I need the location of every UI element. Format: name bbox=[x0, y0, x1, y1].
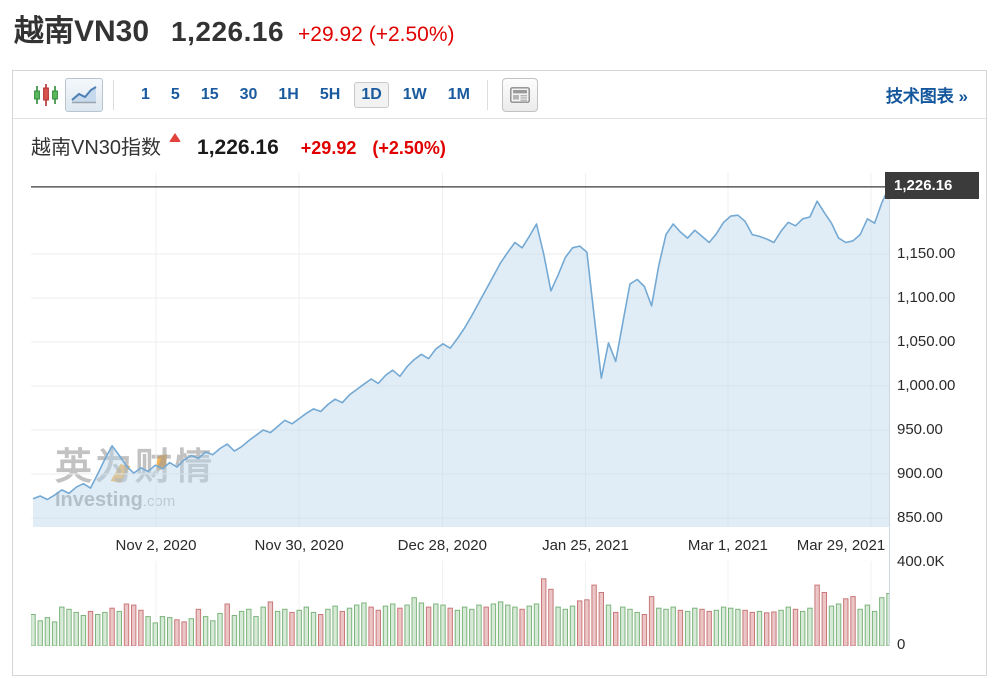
price-chart-svg[interactable] bbox=[31, 173, 889, 527]
news-view-button[interactable] bbox=[502, 78, 538, 112]
chart-change: +29.92 bbox=[301, 138, 357, 159]
y-axis-label: 900.00 bbox=[897, 465, 943, 483]
interval-button-5[interactable]: 5 bbox=[164, 82, 187, 108]
newspaper-icon bbox=[510, 87, 530, 103]
candlestick-chart-button[interactable] bbox=[27, 78, 65, 112]
last-price-tag: 1,226.16 bbox=[885, 172, 979, 199]
x-axis-label: Jan 25, 2021 bbox=[542, 537, 629, 554]
chart-panel: 1 5 15 30 1H 5H 1D 1W 1M bbox=[12, 70, 987, 676]
line-chart-button[interactable] bbox=[65, 78, 103, 112]
page-header: 越南VN30 1,226.16 +29.92 (+2.50%) bbox=[14, 6, 455, 50]
y-axis-label: 850.00 bbox=[897, 509, 943, 527]
toolbar-separator bbox=[487, 80, 488, 110]
chart-change-pct: (+2.50%) bbox=[372, 138, 446, 159]
interval-button-1d[interactable]: 1D bbox=[354, 82, 388, 108]
y-axis-label: 1,000.00 bbox=[897, 377, 955, 395]
interval-button-1m[interactable]: 1M bbox=[441, 82, 477, 108]
x-axis-label: Dec 28, 2020 bbox=[398, 537, 487, 554]
volume-chart-svg[interactable] bbox=[31, 561, 889, 646]
plot-right-border bbox=[889, 173, 890, 646]
volume-axis-zero-label: 0 bbox=[897, 636, 905, 654]
toolbar-separator bbox=[113, 80, 114, 110]
y-axis-label: 1,050.00 bbox=[897, 333, 955, 351]
page-price: 1,226.16 bbox=[171, 16, 284, 48]
y-axis-label: 1,150.00 bbox=[897, 245, 955, 263]
chart-toolbar: 1 5 15 30 1H 5H 1D 1W 1M bbox=[13, 71, 986, 119]
interval-button-30[interactable]: 30 bbox=[233, 82, 265, 108]
technical-chart-link[interactable]: 技术图表 » bbox=[886, 82, 968, 107]
interval-group: 1 5 15 30 1H 5H 1D 1W 1M bbox=[134, 82, 477, 108]
page: 越南VN30 1,226.16 +29.92 (+2.50%) bbox=[0, 0, 998, 678]
page-title: 越南VN30 bbox=[14, 6, 149, 50]
x-axis-label: Nov 2, 2020 bbox=[116, 537, 197, 554]
y-axis-label: 950.00 bbox=[897, 421, 943, 439]
x-axis-label: Nov 30, 2020 bbox=[255, 537, 344, 554]
chart-price: 1,226.16 bbox=[197, 136, 279, 160]
x-axis-label: Mar 29, 2021 bbox=[797, 537, 885, 554]
chart-title: 越南VN30指数 bbox=[31, 131, 161, 160]
volume-axis-max-label: 400.0K bbox=[897, 553, 945, 571]
page-change: +29.92 (+2.50%) bbox=[298, 23, 454, 47]
interval-button-15[interactable]: 15 bbox=[194, 82, 226, 108]
up-arrow-icon bbox=[169, 133, 181, 142]
line-chart-icon bbox=[70, 85, 98, 105]
candlestick-icon bbox=[33, 83, 59, 107]
interval-button-1w[interactable]: 1W bbox=[396, 82, 434, 108]
y-axis-label: 1,100.00 bbox=[897, 289, 955, 307]
interval-button-1h[interactable]: 1H bbox=[271, 82, 305, 108]
interval-button-5h[interactable]: 5H bbox=[313, 82, 347, 108]
x-axis-label: Mar 1, 2021 bbox=[688, 537, 768, 554]
interval-button-1[interactable]: 1 bbox=[134, 82, 157, 108]
chart-title-row: 越南VN30指数 1,226.16 +29.92 (+2.50%) bbox=[31, 131, 446, 160]
